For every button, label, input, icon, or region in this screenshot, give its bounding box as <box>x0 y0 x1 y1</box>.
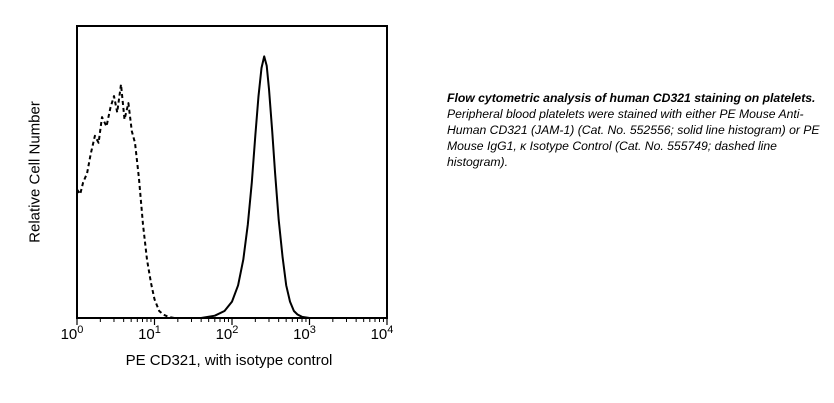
histogram-plot: 100 101 102 103 104 <box>61 25 394 343</box>
y-axis-label: Relative Cell Number <box>26 101 44 243</box>
x-tick-label: 103 <box>293 324 316 343</box>
figure-panel: 100 101 102 103 104 Relative Cell Number PE … <box>26 25 394 369</box>
isotype-control-histogram <box>76 83 335 319</box>
x-axis-label: PE CD321, with isotype control <box>125 352 333 369</box>
plot-frame <box>76 25 388 319</box>
x-tick-label: 101 <box>138 324 161 343</box>
figure-caption: Flow cytometric analysis of human CD321 … <box>447 90 825 170</box>
cd321-histogram <box>77 55 335 319</box>
series-layer <box>76 55 335 319</box>
x-tick-label: 104 <box>371 324 394 343</box>
x-tick-label: 102 <box>216 324 239 343</box>
x-tick-label: 100 <box>61 324 84 343</box>
caption-text: Peripheral blood platelets were stained … <box>447 107 820 169</box>
caption-title: Flow cytometric analysis of human CD321 … <box>447 91 816 105</box>
x-ticks: 100 101 102 103 104 <box>61 318 394 343</box>
